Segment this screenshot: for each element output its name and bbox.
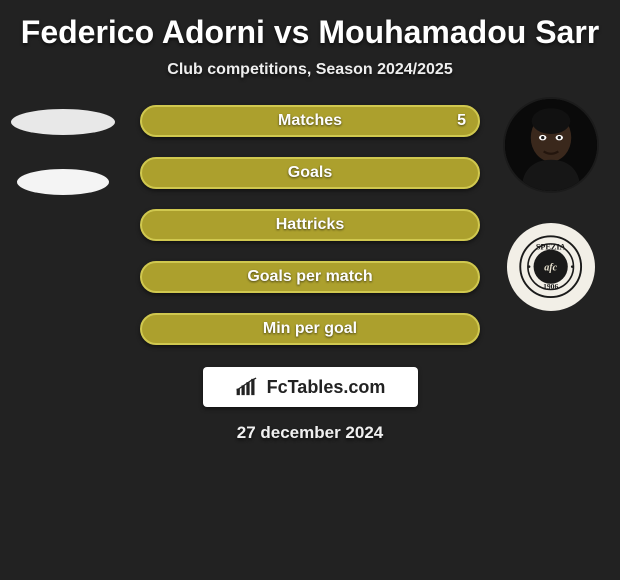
svg-text:1906: 1906	[543, 282, 558, 291]
stat-right-value: 5	[457, 112, 466, 130]
stat-label: Matches	[278, 112, 342, 130]
stat-label: Goals per match	[247, 268, 372, 286]
club-badge-icon: SPEZIA 1906 afc	[519, 235, 582, 298]
right-player-column: SPEZIA 1906 afc	[496, 97, 606, 313]
stat-bar-goals-per-match: Goals per match	[140, 261, 480, 293]
bar-chart-icon	[235, 376, 261, 398]
page-title: Federico Adorni vs Mouhamadou Sarr	[0, 0, 620, 55]
right-player-avatar	[503, 97, 599, 193]
stat-bar-min-per-goal: Min per goal	[140, 313, 480, 345]
stat-label: Min per goal	[263, 320, 357, 338]
subtitle: Club competitions, Season 2024/2025	[0, 55, 620, 97]
left-player-club-placeholder	[17, 169, 109, 195]
stat-label: Hattricks	[276, 216, 344, 234]
branding-text: FcTables.com	[267, 377, 386, 398]
comparison-content: SPEZIA 1906 afc Matches 5 Goals Hattrick…	[0, 97, 620, 443]
left-player-avatar-placeholder	[11, 109, 115, 135]
left-player-column	[8, 97, 118, 217]
svg-text:SPEZIA: SPEZIA	[536, 243, 566, 252]
stat-bars: Matches 5 Goals Hattricks Goals per matc…	[140, 97, 480, 345]
date-text: 27 december 2024	[0, 423, 620, 443]
avatar-icon	[505, 99, 597, 191]
stat-bar-hattricks: Hattricks	[140, 209, 480, 241]
svg-text:afc: afc	[545, 263, 558, 274]
stat-bar-matches: Matches 5	[140, 105, 480, 137]
stat-label: Goals	[288, 164, 332, 182]
stat-bar-goals: Goals	[140, 157, 480, 189]
right-player-club-badge: SPEZIA 1906 afc	[505, 221, 597, 313]
branding-badge[interactable]: FcTables.com	[203, 367, 418, 407]
